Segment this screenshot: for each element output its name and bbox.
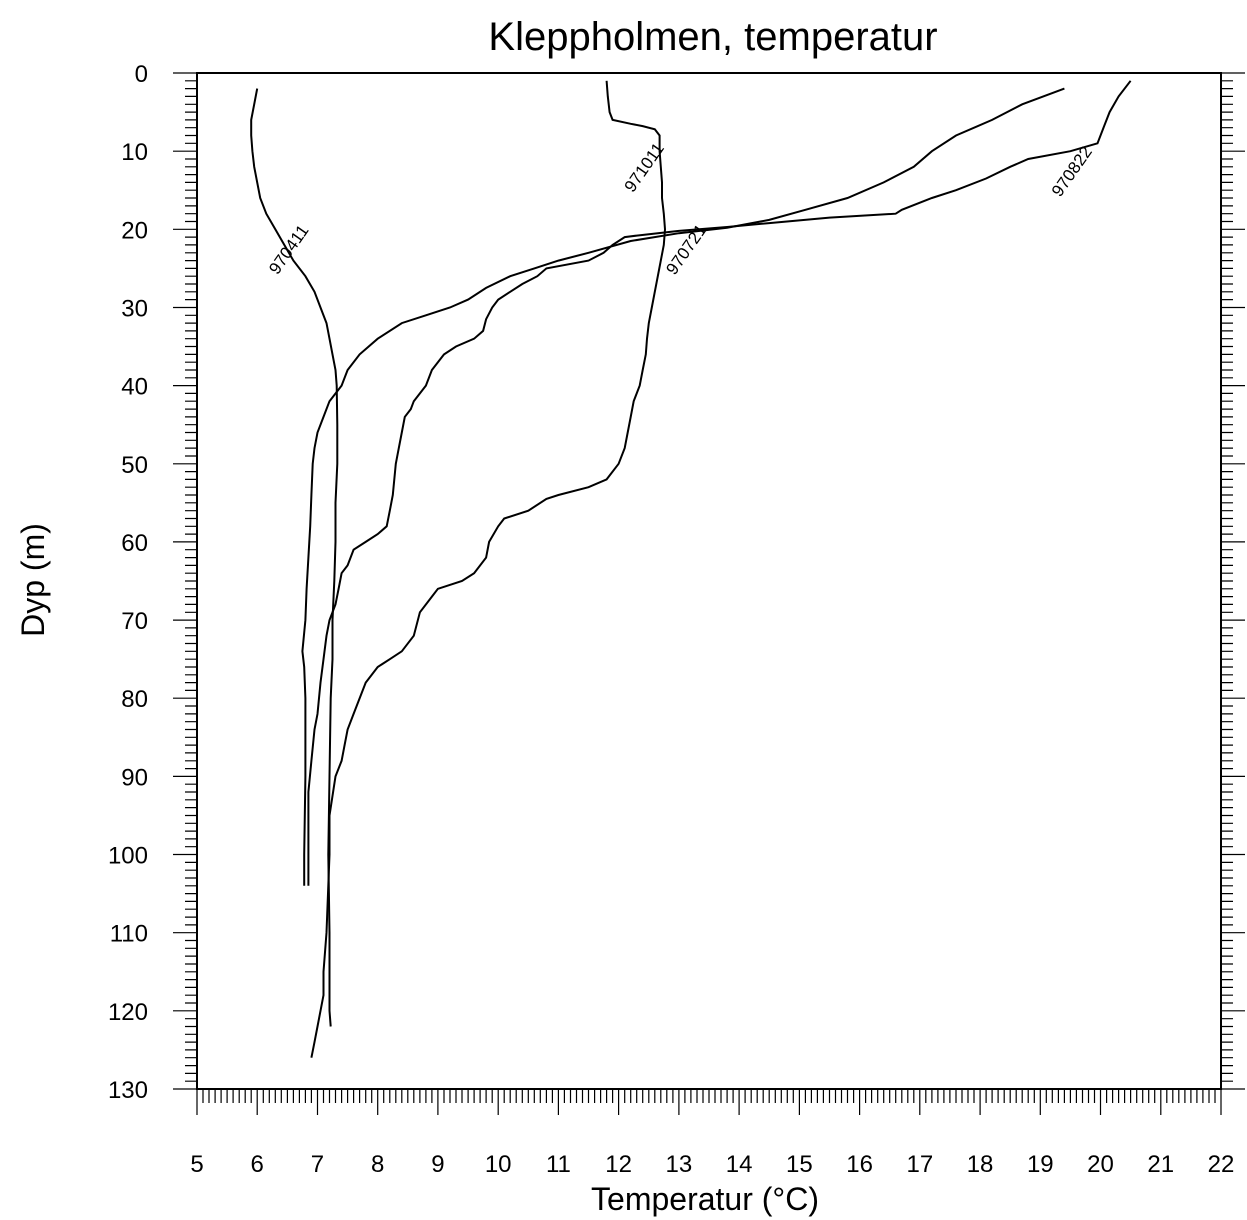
y-axis-ticks: 0 10 20 30 40 50 60 70 80 90 100 110 120 130	[108, 61, 148, 1104]
y-tick-label: 110	[110, 921, 148, 948]
x-tick-label: 6	[251, 1151, 264, 1178]
x-tick-label: 17	[906, 1151, 933, 1178]
x-axis-ticks: 5 6 7 8 9 10 11 12 13 14 15 16 17 18 19 20 21 22	[190, 1151, 1234, 1178]
minor-ticks	[173, 72, 1245, 1115]
x-tick-label: 18	[967, 1151, 994, 1178]
x-tick-label: 12	[605, 1151, 632, 1178]
y-tick-label: 50	[121, 452, 148, 479]
x-tick-label: 7	[311, 1151, 324, 1178]
plot-frame	[196, 72, 1222, 1090]
y-tick-label: 40	[121, 374, 148, 401]
x-tick-label: 8	[371, 1151, 384, 1178]
y-tick-label: 60	[121, 530, 148, 557]
x-tick-label: 11	[546, 1151, 571, 1178]
y-tick-label: 0	[135, 61, 148, 88]
x-tick-label: 16	[846, 1151, 873, 1178]
x-tick-label: 14	[726, 1151, 753, 1178]
y-tick-label: 30	[121, 295, 148, 322]
profile-line-971011	[310, 80, 667, 1058]
y-tick-label: 120	[108, 999, 148, 1026]
profile-line-970721	[301, 87, 1065, 886]
y-tick-label: 80	[121, 686, 148, 713]
profile-line-970411	[250, 88, 339, 1027]
tick-marks	[173, 72, 1245, 1115]
x-tick-label: 20	[1087, 1151, 1114, 1178]
y-tick-label: 90	[121, 764, 148, 791]
x-tick-label: 19	[1027, 1151, 1054, 1178]
temperature-profiles	[250, 80, 1132, 1058]
x-tick-label: 13	[666, 1151, 693, 1178]
x-tick-label: 21	[1147, 1151, 1174, 1178]
x-tick-label: 9	[431, 1151, 444, 1178]
x-tick-label: 15	[786, 1151, 813, 1178]
chart-title: Kleppholmen, temperatur	[488, 15, 937, 59]
x-tick-label: 22	[1208, 1151, 1235, 1178]
x-axis-title: Temperatur (°C)	[591, 1181, 819, 1217]
y-tick-label: 100	[108, 843, 148, 870]
y-axis-title: Dyp (m)	[15, 523, 51, 637]
y-tick-label: 20	[121, 217, 148, 244]
y-tick-label: 10	[121, 139, 148, 166]
y-tick-label: 130	[108, 1077, 148, 1104]
y-tick-label: 70	[121, 608, 148, 635]
x-tick-label: 5	[190, 1151, 203, 1178]
profile-label-970411: 970411	[265, 221, 312, 277]
x-tick-label: 10	[485, 1151, 512, 1178]
profile-line-970822	[307, 80, 1132, 886]
